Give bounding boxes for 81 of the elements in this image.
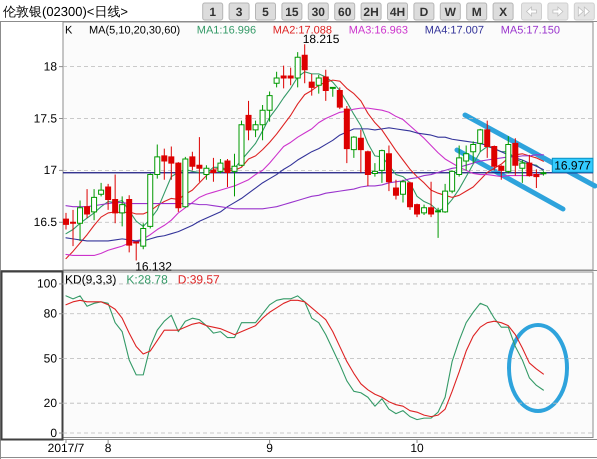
- button: M: [466, 2, 488, 20]
- candlestick: [322, 69, 329, 102]
- y-tick-label: 17: [44, 163, 58, 178]
- line-series: [65, 71, 544, 234]
- y-tick-label: 20: [44, 396, 58, 410]
- candlestick: [330, 86, 336, 98]
- annotation: K: [65, 24, 73, 36]
- candlestick: [77, 200, 84, 242]
- candlestick: [358, 129, 364, 173]
- candlestick: [294, 52, 301, 88]
- button: 3: [228, 2, 250, 20]
- button: 5: [255, 2, 276, 20]
- candlestick: [140, 222, 146, 250]
- x-tick-label: 8: [104, 441, 112, 455]
- candlestick: [302, 44, 308, 84]
- candlestick: [238, 120, 245, 167]
- candlestick: [505, 136, 512, 174]
- candlestick: [224, 158, 230, 188]
- annotation: 16.132: [135, 259, 172, 274]
- candlestick: [372, 162, 378, 178]
- text: K:28.78: [126, 272, 168, 286]
- button: 30: [308, 2, 329, 20]
- y-tick-label: 17.5: [34, 111, 58, 126]
- candlestick: [512, 138, 518, 176]
- line-series: [65, 108, 544, 256]
- x-tick-label: 9: [266, 441, 274, 455]
- y-tick-label: 16.5: [34, 215, 58, 230]
- x-tick-label: 10: [410, 441, 424, 455]
- button: W: [440, 2, 461, 20]
- text: MA1:16.996: [196, 24, 256, 36]
- line-series: [65, 127, 544, 242]
- line-series: [65, 80, 544, 260]
- candlestick: [421, 204, 428, 216]
- candlestick: [308, 73, 315, 96]
- candlestick: [119, 196, 126, 227]
- candlestick: [98, 182, 104, 197]
- chart-title: 伦敦银(02300)<日线>: [3, 4, 128, 19]
- candlestick: [477, 128, 484, 152]
- y-tick-label: 0: [50, 426, 58, 440]
- button: 15: [281, 2, 302, 20]
- candlestick: [274, 71, 280, 88]
- text: MA3:16.963: [348, 24, 408, 36]
- legend-title: KD(9,3,3): [65, 272, 116, 286]
- y-tick-label: 18: [44, 59, 58, 74]
- candlestick: [364, 150, 371, 186]
- button: 60: [334, 2, 356, 20]
- candlestick: [203, 164, 210, 180]
- candlestick: [231, 153, 238, 197]
- text: MA4:17.007: [424, 24, 484, 36]
- candlestick: [344, 106, 350, 164]
- candlestick: [428, 181, 434, 218]
- candlestick: [519, 160, 526, 184]
- x-tick-label: 2017/7: [48, 441, 85, 455]
- candlestick: [378, 149, 385, 184]
- legend-title: MA(5,10,20,30,60): [89, 24, 180, 36]
- candlestick: [470, 140, 476, 164]
- y-tick-label: 50: [44, 351, 58, 366]
- candlestick: [336, 86, 343, 110]
- line-series: [65, 154, 544, 210]
- candlestick: [316, 74, 322, 94]
- candlestick: [400, 179, 406, 204]
- y-tick-label: 100: [36, 276, 58, 291]
- candlestick: [210, 157, 216, 182]
- button: X: [492, 2, 514, 20]
- candlestick: [84, 188, 90, 219]
- candlestick: [392, 179, 399, 200]
- candlestick: [217, 158, 224, 174]
- button: 4H: [387, 2, 408, 20]
- candlestick: [91, 188, 98, 221]
- button: D: [413, 2, 434, 20]
- candlestick: [540, 170, 546, 176]
- candlestick: [246, 100, 252, 141]
- ref-line-label: 16.977: [554, 158, 592, 172]
- button: 2H: [360, 2, 382, 20]
- candlestick: [182, 156, 188, 208]
- candlestick: [350, 136, 357, 158]
- text: D:39.57: [178, 272, 220, 286]
- button: 1: [202, 2, 224, 20]
- text: MA5:17.150: [500, 24, 560, 36]
- candlestick: [386, 144, 392, 192]
- y-tick-label: 80: [44, 306, 58, 321]
